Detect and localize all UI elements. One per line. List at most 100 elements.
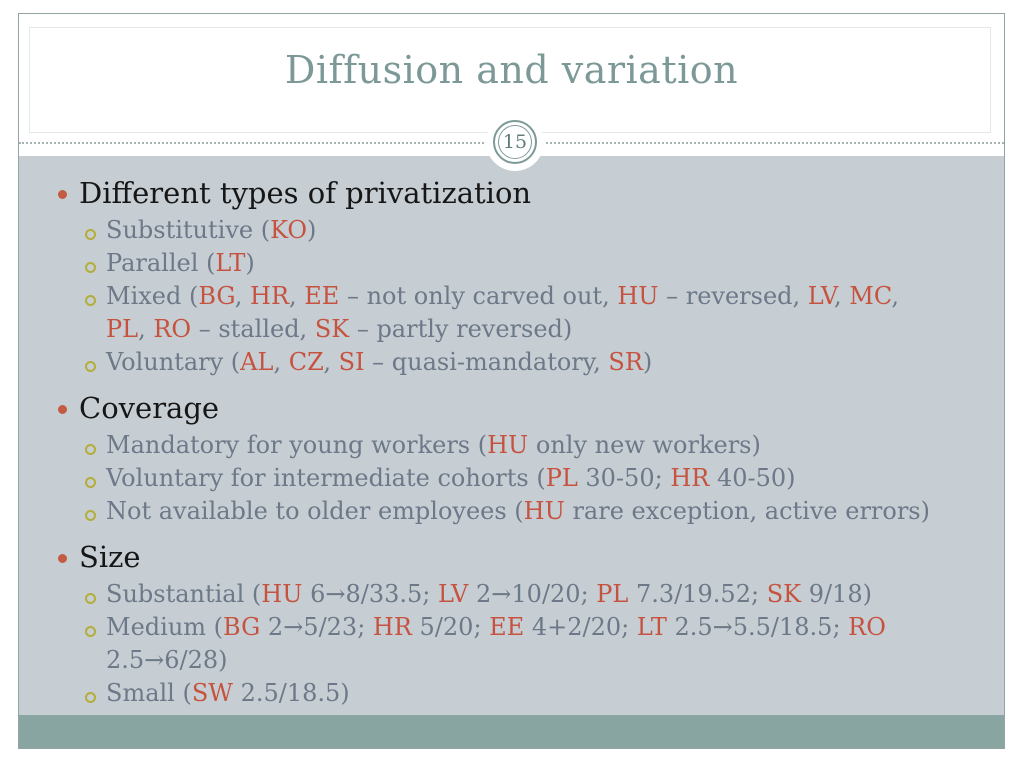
country-code: SI bbox=[338, 348, 365, 376]
slide-title: Diffusion and variation bbox=[284, 48, 739, 92]
text-segment: – partly reversed) bbox=[349, 315, 573, 343]
country-code: RO bbox=[848, 613, 886, 641]
text-segment: ) bbox=[307, 216, 317, 244]
country-code: HU bbox=[487, 431, 529, 459]
text-segment: Voluntary for intermediate cohorts ( bbox=[106, 464, 546, 492]
text-segment: 4+2/20; bbox=[524, 613, 637, 641]
country-code: PL bbox=[596, 580, 629, 608]
text-segment: 2.5→6/28) bbox=[106, 646, 228, 674]
country-code: HU bbox=[617, 282, 659, 310]
text-segment: Small ( bbox=[106, 679, 192, 707]
text-segment: , bbox=[234, 282, 251, 310]
country-code: HU bbox=[523, 497, 565, 525]
text-segment: 40-50) bbox=[709, 464, 796, 492]
item-line: Mixed (BG, HR, EE – not only carved out,… bbox=[106, 280, 1004, 313]
text-segment: ) bbox=[642, 348, 653, 376]
country-code: LT bbox=[636, 613, 667, 641]
text-segment: 6→8/33.5; bbox=[302, 580, 438, 608]
item-line: Voluntary for intermediate cohorts (PL 3… bbox=[106, 462, 1004, 495]
item-line: Mandatory for young workers (HU only new… bbox=[106, 429, 1004, 462]
hollow-bullet-icon bbox=[85, 477, 96, 488]
item-line: PL, RO – stalled, SK – partly reversed) bbox=[106, 313, 1004, 346]
item-line: Substitutive (KO) bbox=[106, 214, 1004, 247]
text-segment: Mandatory for young workers ( bbox=[106, 431, 488, 459]
item-line: 2.5→6/28) bbox=[106, 644, 1004, 677]
text-segment: 30-50; bbox=[577, 464, 671, 492]
text-segment: rare exception, active errors) bbox=[564, 497, 930, 525]
country-code: SK bbox=[766, 580, 802, 608]
item-line: Substantial (HU 6→8/33.5; LV 2→10/20; PL… bbox=[106, 578, 1004, 611]
country-code: HU bbox=[261, 580, 303, 608]
country-code: MC bbox=[849, 282, 892, 310]
country-code: SR bbox=[608, 348, 643, 376]
country-code: HR bbox=[670, 464, 710, 492]
country-code: BG bbox=[198, 282, 235, 310]
text-segment: , bbox=[323, 348, 339, 376]
filled-bullet-icon bbox=[58, 554, 67, 563]
text-segment: 2→5/23; bbox=[260, 613, 373, 641]
sub-item: Voluntary (AL, CZ, SI – quasi-mandatory,… bbox=[19, 346, 1004, 379]
hollow-bullet-icon bbox=[85, 626, 96, 637]
item-line: Not available to older employees (HU rar… bbox=[106, 495, 1004, 528]
text-segment: , bbox=[138, 315, 154, 343]
country-code: HR bbox=[250, 282, 290, 310]
hollow-bullet-icon bbox=[85, 361, 96, 372]
text-segment: Size bbox=[79, 540, 141, 574]
country-code: EE bbox=[489, 613, 525, 641]
country-code: LV bbox=[437, 580, 469, 608]
badge-inner-ring: 15 bbox=[498, 125, 532, 159]
text-segment: Substantial ( bbox=[106, 580, 262, 608]
text-segment: Not available to older employees ( bbox=[106, 497, 524, 525]
text-segment: , bbox=[289, 282, 305, 310]
country-code: KO bbox=[270, 216, 308, 244]
hollow-bullet-icon bbox=[85, 295, 96, 306]
filled-bullet-icon bbox=[58, 405, 67, 414]
country-code: RO bbox=[153, 315, 192, 343]
country-code: PL bbox=[545, 464, 578, 492]
text-segment: Voluntary ( bbox=[106, 348, 241, 376]
sub-item: Parallel (LT) bbox=[19, 247, 1004, 280]
hollow-bullet-icon bbox=[85, 262, 96, 273]
text-segment: Coverage bbox=[79, 391, 220, 425]
item-line: Medium (BG 2→5/23; HR 5/20; EE 4+2/20; L… bbox=[106, 611, 1004, 644]
country-code: BG bbox=[223, 613, 261, 641]
text-segment: – reversed, bbox=[658, 282, 808, 310]
sub-item: Small (SW 2.5/18.5) bbox=[19, 677, 1004, 710]
text-segment: , bbox=[273, 348, 289, 376]
sub-item: Substantial (HU 6→8/33.5; LV 2→10/20; PL… bbox=[19, 578, 1004, 611]
heading-item: Different types of privatization bbox=[19, 172, 1004, 214]
item-line: Size bbox=[79, 536, 1004, 578]
text-segment: only new workers) bbox=[528, 431, 761, 459]
text-segment: Mixed ( bbox=[106, 282, 199, 310]
country-code: LT bbox=[215, 249, 246, 277]
hollow-bullet-icon bbox=[85, 229, 96, 240]
page-number-badge: 15 bbox=[486, 113, 544, 171]
item-line: Small (SW 2.5/18.5) bbox=[106, 677, 1004, 710]
text-segment: 7.3/19.52; bbox=[628, 580, 767, 608]
sub-item: Medium (BG 2→5/23; HR 5/20; EE 4+2/20; L… bbox=[19, 611, 1004, 677]
country-code: HR bbox=[372, 613, 412, 641]
text-segment: 2.5/18.5) bbox=[232, 679, 350, 707]
item-line: Parallel (LT) bbox=[106, 247, 1004, 280]
text-segment: 2.5→5.5/18.5; bbox=[666, 613, 849, 641]
hollow-bullet-icon bbox=[85, 593, 96, 604]
text-segment: , bbox=[834, 282, 850, 310]
sub-item: Voluntary for intermediate cohorts (PL 3… bbox=[19, 462, 1004, 495]
country-code: SW bbox=[191, 679, 233, 707]
text-segment: 2→10/20; bbox=[468, 580, 597, 608]
text-segment: 9/18) bbox=[801, 580, 872, 608]
text-segment: Medium ( bbox=[106, 613, 224, 641]
filled-bullet-icon bbox=[58, 190, 67, 199]
slide: Diffusion and variation 15 Different typ… bbox=[18, 13, 1005, 749]
country-code: AL bbox=[240, 348, 274, 376]
footer-band bbox=[19, 715, 1004, 748]
hollow-bullet-icon bbox=[85, 692, 96, 703]
hollow-bullet-icon bbox=[85, 510, 96, 521]
sub-item: Not available to older employees (HU rar… bbox=[19, 495, 1004, 528]
heading-item: Size bbox=[19, 536, 1004, 578]
text-segment: Substitutive ( bbox=[106, 216, 271, 244]
text-segment: , bbox=[891, 282, 900, 310]
item-line: Coverage bbox=[79, 387, 1004, 429]
country-code: LV bbox=[807, 282, 835, 310]
